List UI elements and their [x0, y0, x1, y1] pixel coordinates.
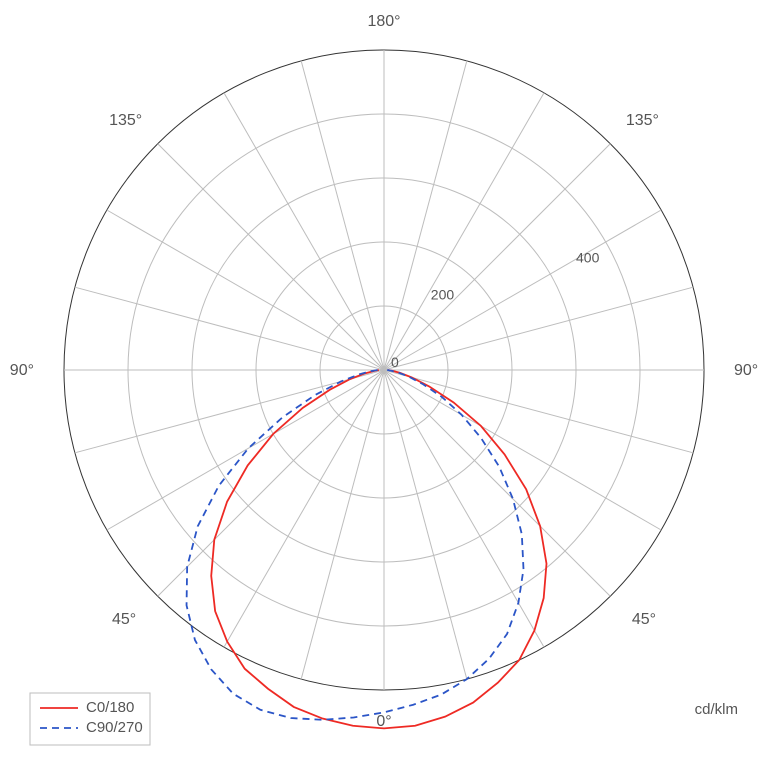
- legend-label: C90/270: [86, 719, 143, 736]
- polar-chart: 0°45°45°90°90°135°135°180°0200400C0/180C…: [0, 0, 768, 762]
- grid-spoke: [384, 210, 661, 370]
- grid-spoke: [301, 61, 384, 370]
- grid-spoke: [384, 370, 661, 530]
- grid-spoke: [384, 93, 544, 370]
- grid-spoke: [107, 370, 384, 530]
- grid-spoke: [224, 370, 384, 647]
- angle-label: 45°: [112, 611, 136, 628]
- grid-spoke: [384, 370, 693, 453]
- grid-spoke: [224, 93, 384, 370]
- angle-label: 90°: [10, 362, 34, 379]
- grid-spoke: [384, 370, 610, 596]
- grid-spoke: [107, 210, 384, 370]
- angle-label: 45°: [632, 611, 656, 628]
- grid-spoke: [384, 61, 467, 370]
- grid-spoke: [301, 370, 384, 679]
- series-C90-270: [187, 370, 524, 720]
- grid-spoke: [158, 144, 384, 370]
- grid-spoke: [158, 370, 384, 596]
- radial-tick-label: 400: [576, 249, 600, 265]
- unit-label: cd/klm: [695, 701, 738, 718]
- angle-label: 180°: [367, 13, 400, 30]
- angle-label: 135°: [626, 112, 659, 129]
- grid-spoke: [384, 370, 467, 679]
- legend-label: C0/180: [86, 699, 134, 716]
- angle-label: 90°: [734, 362, 758, 379]
- radial-tick-label: 200: [431, 287, 455, 303]
- radial-tick-label: 0: [391, 354, 399, 370]
- series-C0-180: [211, 370, 546, 728]
- grid-spoke: [75, 287, 384, 370]
- angle-label: 135°: [109, 112, 142, 129]
